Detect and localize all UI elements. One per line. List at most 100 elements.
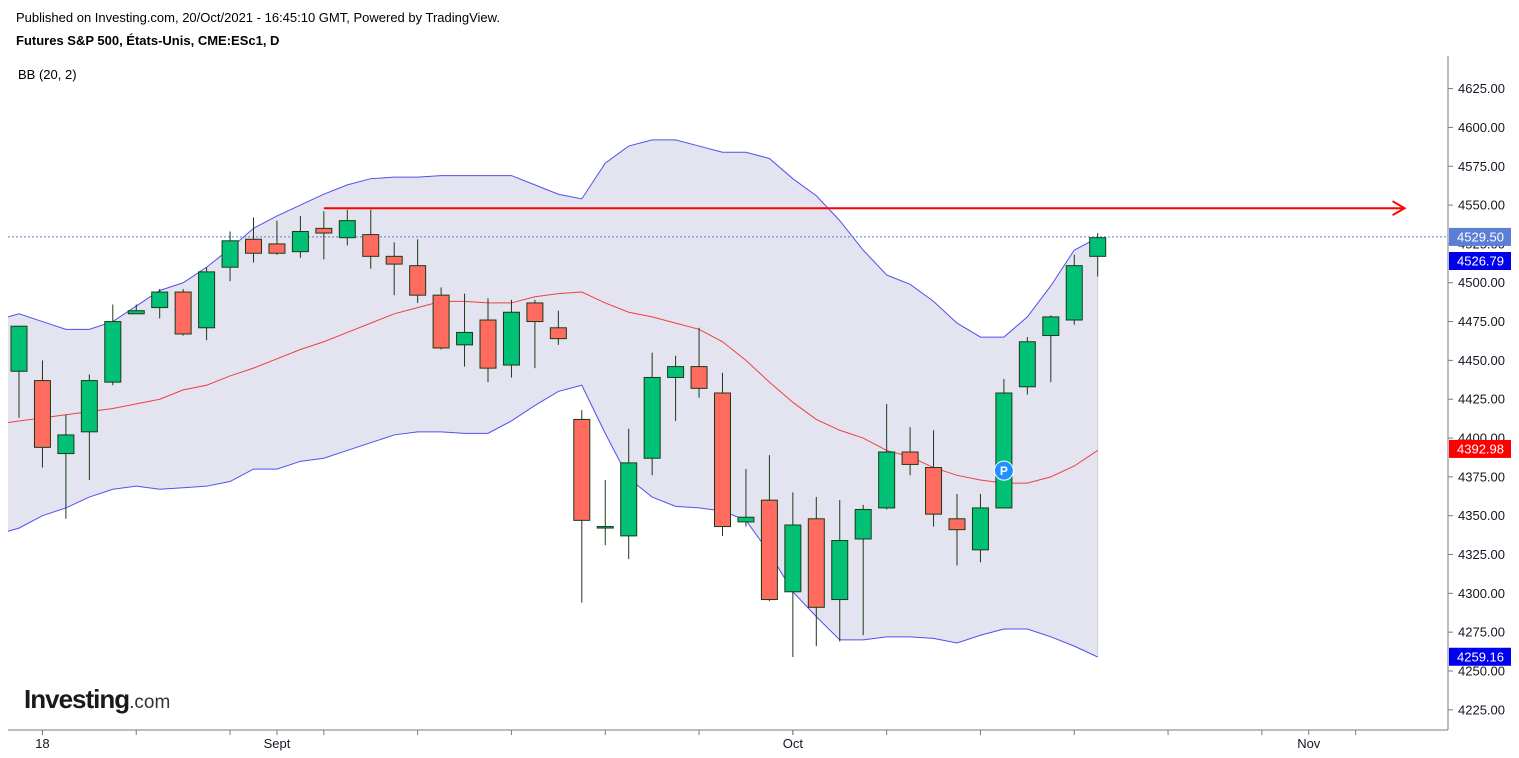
candle[interactable] (901, 427, 919, 476)
candle-body-down[interactable] (526, 302, 544, 323)
candle[interactable] (925, 430, 943, 527)
candle-body-up[interactable] (198, 271, 216, 329)
candle-body-up[interactable] (620, 462, 638, 537)
candle[interactable] (714, 372, 731, 536)
resistance-arrow-head[interactable] (1392, 200, 1407, 217)
candle-body-up[interactable] (971, 507, 989, 551)
candles-layer[interactable] (10, 209, 1107, 658)
candle-body-down[interactable] (549, 327, 567, 340)
candle[interactable] (221, 231, 239, 282)
candle[interactable] (948, 493, 966, 566)
candle-body-down[interactable] (925, 467, 943, 515)
candle[interactable] (362, 209, 380, 269)
candle[interactable] (315, 211, 333, 260)
candle[interactable] (807, 497, 825, 647)
candle[interactable] (198, 267, 216, 341)
candle[interactable] (338, 209, 356, 246)
candle[interactable] (245, 217, 262, 263)
candle-body-up[interactable] (502, 311, 520, 366)
candle[interactable] (57, 414, 75, 519)
candle[interactable] (127, 304, 145, 315)
candle-body-up[interactable] (1089, 237, 1107, 257)
candle-body-up[interactable] (784, 524, 802, 593)
candle-body-up[interactable] (854, 508, 872, 540)
candle[interactable] (620, 428, 638, 560)
candle-body-up[interactable] (667, 366, 685, 378)
candle-body-up[interactable] (127, 310, 145, 315)
candle[interactable] (456, 293, 474, 367)
candle[interactable] (1089, 233, 1107, 277)
candle[interactable] (573, 410, 591, 603)
candle-body-up[interactable] (456, 331, 474, 346)
candle[interactable] (878, 403, 896, 510)
candle[interactable] (690, 327, 708, 398)
candle[interactable] (33, 360, 51, 468)
candle-body-up[interactable] (1018, 341, 1036, 388)
candle-body-down[interactable] (807, 518, 825, 608)
candle-body-down[interactable] (432, 294, 450, 349)
markers-layer[interactable]: P (993, 460, 1014, 481)
candle[interactable] (104, 304, 122, 386)
candle-body-down[interactable] (714, 392, 731, 528)
candle-body-up[interactable] (104, 321, 122, 383)
candle-body-down[interactable] (573, 418, 591, 521)
candle-body-down[interactable] (901, 451, 919, 465)
candle[interactable] (268, 220, 286, 255)
candle[interactable] (479, 298, 497, 383)
candle[interactable] (596, 479, 614, 546)
candle-body-down[interactable] (174, 291, 192, 335)
candle[interactable] (737, 469, 755, 527)
candle[interactable] (291, 215, 309, 258)
candle[interactable] (526, 299, 544, 369)
candle[interactable] (174, 288, 192, 336)
candle-body-up[interactable] (291, 230, 309, 253)
candle[interactable] (854, 504, 872, 636)
candle[interactable] (385, 242, 403, 296)
candle[interactable] (1065, 254, 1083, 325)
candle-body-down[interactable] (409, 265, 427, 296)
candle[interactable] (667, 355, 685, 421)
candle-body-down[interactable] (315, 227, 333, 234)
candle-body-up[interactable] (643, 376, 661, 459)
candle-body-up[interactable] (737, 516, 755, 523)
candle-body-down[interactable] (479, 319, 497, 369)
candle-body-up[interactable] (596, 526, 614, 529)
candle-body-up[interactable] (878, 451, 896, 509)
candle[interactable] (643, 352, 661, 476)
candle-body-up[interactable] (1065, 265, 1083, 321)
candle[interactable] (1018, 337, 1036, 395)
candle-body-up[interactable] (831, 540, 849, 601)
candle-body-up[interactable] (151, 291, 169, 309)
candle-body-up[interactable] (10, 325, 28, 372)
candle[interactable] (409, 239, 427, 303)
candle-body-up[interactable] (338, 220, 356, 239)
candle-body-down[interactable] (362, 234, 380, 257)
candle[interactable] (1042, 315, 1060, 383)
candle[interactable] (80, 374, 98, 480)
candle[interactable] (995, 379, 1013, 509)
candle[interactable] (151, 288, 169, 319)
candle-body-down[interactable] (948, 518, 966, 531)
candle-body-up[interactable] (1042, 316, 1060, 337)
indicator-label[interactable]: BB (20, 2) (18, 67, 77, 82)
candle-body-up[interactable] (57, 434, 75, 455)
candle[interactable] (502, 299, 520, 378)
candle[interactable] (831, 500, 849, 642)
candle-body-down[interactable] (690, 366, 708, 389)
candle[interactable] (760, 455, 778, 602)
candle-body-up[interactable] (80, 380, 98, 433)
candle-body-down[interactable] (33, 380, 51, 448)
candle-body-down[interactable] (245, 238, 262, 254)
candle[interactable] (432, 287, 450, 350)
candle[interactable] (784, 492, 802, 658)
candle-body-up[interactable] (995, 392, 1013, 509)
candle[interactable] (549, 310, 567, 345)
candle-body-up[interactable] (221, 240, 239, 268)
candle-body-down[interactable] (268, 243, 286, 254)
candle-body-down[interactable] (385, 255, 403, 265)
pivot-marker[interactable]: P (993, 460, 1014, 481)
pivot-marker-circle[interactable] (993, 460, 1014, 481)
candle[interactable] (971, 493, 989, 563)
candle[interactable] (10, 325, 28, 418)
